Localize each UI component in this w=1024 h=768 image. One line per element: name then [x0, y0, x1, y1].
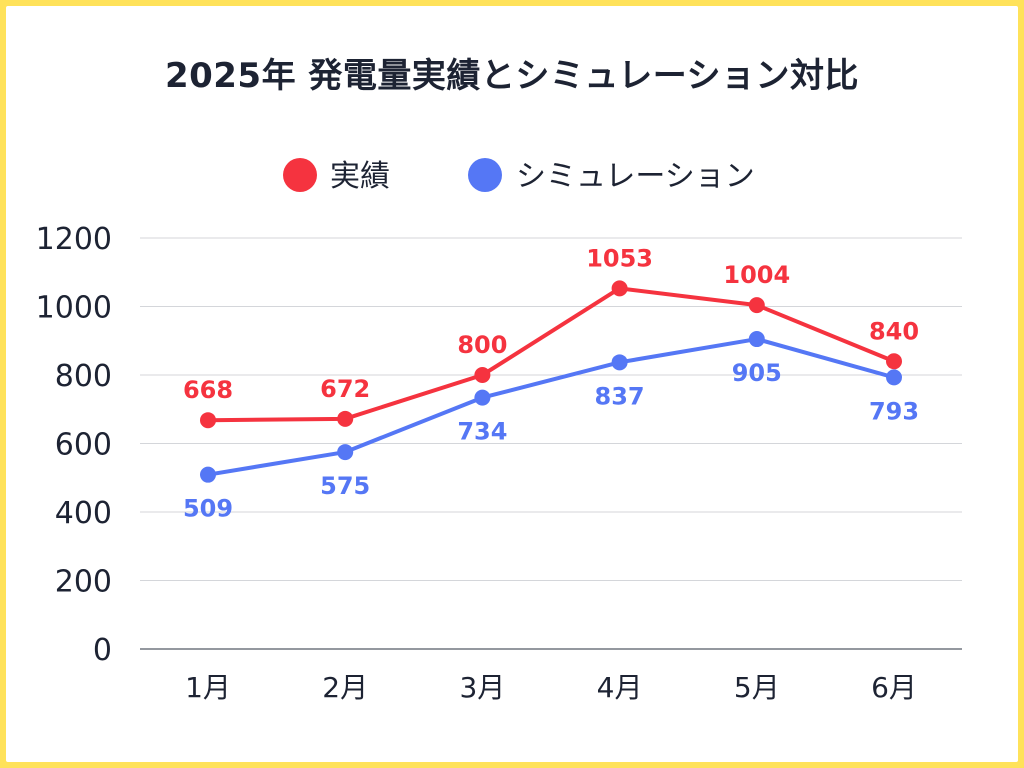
data-point — [886, 353, 902, 370]
series-lines — [200, 280, 902, 483]
legend: 実績 シミュレーション — [283, 158, 755, 194]
y-tick-label: 200 — [55, 565, 112, 600]
data-point — [200, 412, 216, 429]
data-label: 840 — [869, 317, 919, 345]
data-label: 668 — [183, 376, 233, 404]
data-label: 1004 — [723, 261, 790, 289]
data-point — [611, 354, 628, 371]
data-label: 734 — [457, 418, 507, 446]
x-tick-label: 5月 — [734, 671, 780, 704]
data-point — [748, 297, 765, 314]
x-tick-label: 1月 — [185, 671, 231, 704]
x-axis: 1月 2月 3月 4月 5月 6月 — [185, 671, 917, 704]
data-label: 509 — [183, 495, 233, 523]
data-point — [748, 331, 765, 348]
data-point — [337, 444, 354, 461]
data-label: 837 — [595, 382, 645, 410]
data-point — [886, 369, 902, 386]
data-point — [337, 410, 354, 427]
data-labels: 668 672 800 1053 1004 840 509 575 734 837 905 793 — [183, 244, 919, 522]
y-tick-label: 1000 — [36, 291, 112, 326]
y-tick-label: 0 — [93, 633, 112, 668]
data-point — [474, 389, 491, 406]
legend-label: 実績 — [330, 159, 390, 194]
data-point — [611, 280, 628, 297]
legend-marker — [283, 158, 317, 192]
data-label: 800 — [457, 331, 507, 359]
data-label: 1053 — [586, 244, 653, 272]
x-tick-label: 4月 — [597, 671, 643, 704]
data-label: 905 — [732, 359, 782, 387]
y-axis: 0 200 400 600 800 1000 1200 — [36, 222, 112, 668]
y-tick-label: 600 — [55, 428, 112, 463]
data-label: 575 — [320, 472, 370, 500]
data-label: 672 — [320, 375, 370, 403]
y-tick-label: 1200 — [36, 222, 112, 257]
series-line — [206, 337, 896, 477]
series-line — [206, 286, 896, 423]
x-tick-label: 2月 — [322, 671, 368, 704]
legend-marker — [468, 158, 502, 192]
data-point — [200, 466, 216, 483]
y-tick-label: 800 — [55, 359, 112, 394]
data-label: 793 — [869, 397, 919, 425]
data-point — [474, 367, 491, 383]
chart-frame: 2025年 発電量実績とシミュレーション対比 — [6, 6, 1018, 762]
gridlines — [140, 237, 962, 650]
chart-title: 2025年 発電量実績とシミュレーション対比 — [164, 56, 860, 96]
legend-label: シミュレーション — [516, 159, 755, 194]
x-tick-label: 6月 — [871, 671, 917, 704]
x-tick-label: 3月 — [459, 671, 505, 704]
y-tick-label: 400 — [55, 496, 112, 531]
